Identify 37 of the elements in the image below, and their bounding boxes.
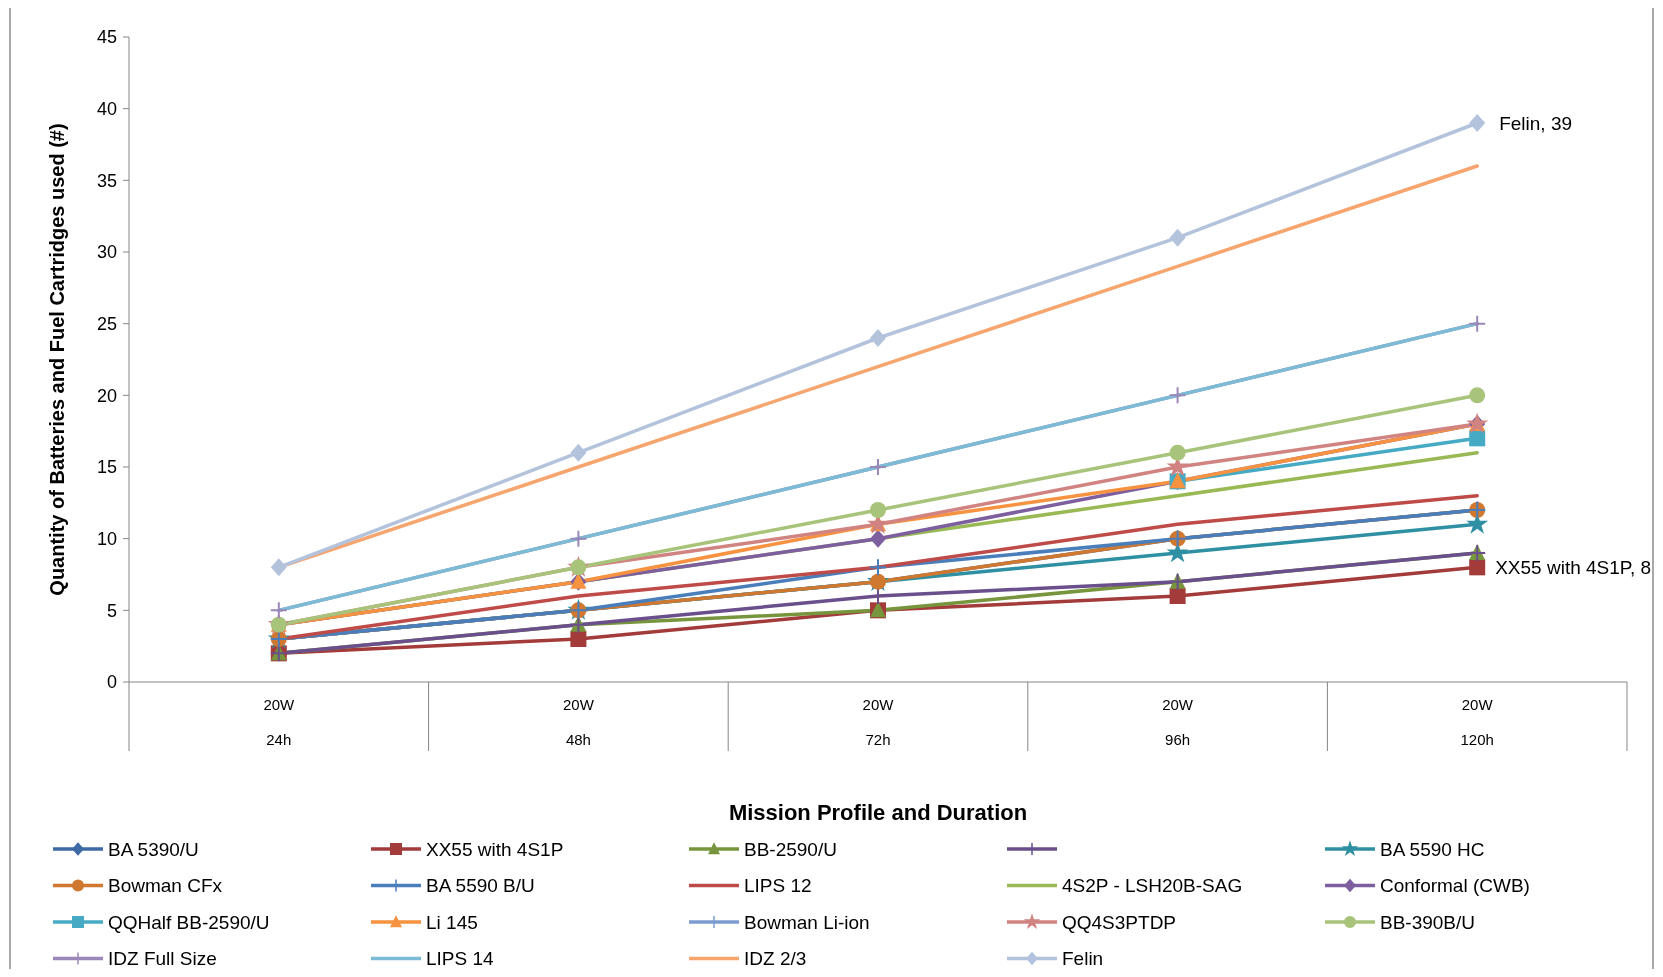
legend-label: IDZ 2/3 [744,948,807,970]
y-tick-label: 25 [96,313,117,334]
legend-label: QQHalf BB-2590/U [108,911,270,933]
y-tick-label: 45 [96,27,117,48]
category-label: 20W 24h [263,696,295,748]
legend-label: Bowman CFx [108,875,223,897]
y-tick-label: 0 [106,672,117,693]
legend-label: 4S2P - LSH20B-SAG [1062,875,1243,897]
legend-label: BA 5590 HC [1380,838,1485,860]
y-tick-label: 5 [106,600,117,621]
legend-label: BA 5590 B/U [426,875,535,897]
y-tick-label: 20 [96,385,117,406]
y-axis-title: Quantity of Batteries and Fuel Cartridges used (#) [46,123,68,596]
legend-label: Bowman Li-ion [744,911,870,933]
legend-label: LIPS 12 [744,875,812,897]
legend-label: BA 5390/U [108,838,199,860]
category-label: 20W 96h [1162,696,1194,748]
annotation: XX55 with 4S1P, 8 [1495,556,1652,578]
legend-label: XX55 with 4S1P [426,838,564,860]
legend-label: Li 145 [426,911,478,933]
y-tick-label: 40 [96,98,117,119]
category-label: 20W 48h [562,696,594,748]
legend-label: Felin [1062,948,1104,970]
y-tick-label: 10 [96,528,117,549]
category-label: 20W 120h [1460,696,1494,748]
y-tick-label: 15 [96,457,117,478]
legend-label: QQ4S3PTDP [1062,911,1177,933]
legend-label: Conformal (CWB) [1380,875,1530,897]
y-tick-label: 35 [96,170,117,191]
category-label: 20W 72h [862,696,894,748]
x-axis-title: Mission Profile and Duration [728,800,1028,825]
legend-label: LIPS 14 [426,948,495,970]
legend-label: IDZ Full Size [108,948,217,970]
legend-label: BB-390B/U [1380,911,1476,933]
annotation: Felin, 39 [1499,112,1573,134]
legend-label: BB-2590/U [744,838,837,860]
y-tick-label: 30 [96,242,117,263]
